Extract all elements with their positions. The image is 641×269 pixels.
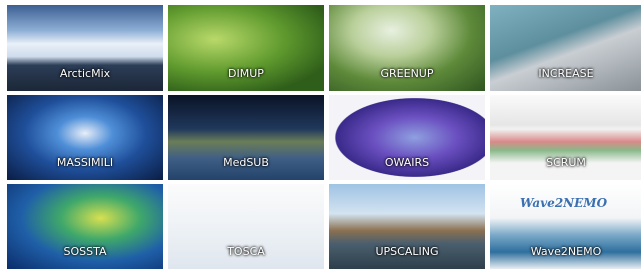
tile-grid: ArcticMix DIMUP GREENUP INCREASE MASSIMILI Me… — [7, 5, 641, 269]
tile-label: SOSSTA — [7, 245, 163, 258]
tile-label: GREENUP — [329, 67, 485, 80]
tile-label: ArcticMix — [7, 67, 163, 80]
tile-logo: Wave2NEMO — [520, 196, 607, 210]
project-tile[interactable]: OWAIRS — [329, 95, 485, 180]
project-tile[interactable]: DIMUP — [168, 5, 324, 91]
project-tile[interactable]: SCRUM — [490, 95, 641, 180]
tile-label: SCRUM — [490, 156, 641, 169]
tile-label: UPSCALING — [329, 245, 485, 258]
page: ArcticMix DIMUP GREENUP INCREASE MASSIMILI Me… — [0, 0, 641, 269]
tile-label: INCREASE — [490, 67, 641, 80]
project-tile[interactable]: MedSUB — [168, 95, 324, 180]
project-tile[interactable]: GREENUP — [329, 5, 485, 91]
tile-label: DIMUP — [168, 67, 324, 80]
project-tile[interactable]: TOSCA — [168, 184, 324, 269]
tile-label: MASSIMILI — [7, 156, 163, 169]
tile-label: MedSUB — [168, 156, 324, 169]
project-tile[interactable]: ArcticMix — [7, 5, 163, 91]
tile-label: Wave2NEMO — [490, 245, 641, 258]
project-tile[interactable]: SOSSTA — [7, 184, 163, 269]
project-tile[interactable]: Wave2NEMO Wave2NEMO — [490, 184, 641, 269]
project-tile[interactable]: MASSIMILI — [7, 95, 163, 180]
project-tile[interactable]: UPSCALING — [329, 184, 485, 269]
tile-label: TOSCA — [168, 245, 324, 258]
tile-label: OWAIRS — [329, 156, 485, 169]
project-tile[interactable]: INCREASE — [490, 5, 641, 91]
